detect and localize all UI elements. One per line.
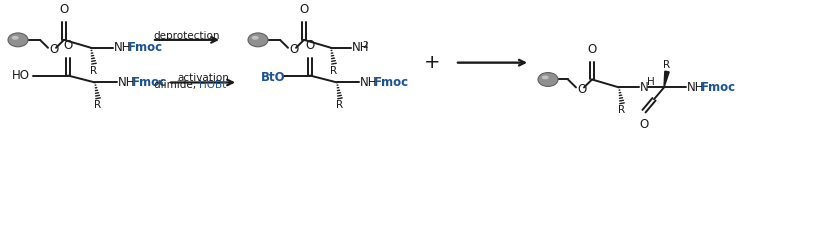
Text: deprotection: deprotection (154, 31, 220, 41)
Text: R: R (337, 100, 344, 110)
Text: activation: activation (177, 72, 229, 83)
Text: NH: NH (114, 41, 132, 54)
Text: NH: NH (687, 81, 705, 94)
Text: O: O (577, 83, 586, 96)
Text: 2: 2 (362, 41, 368, 50)
Text: NH: NH (118, 76, 135, 89)
Ellipse shape (248, 33, 268, 47)
Text: BtO: BtO (261, 71, 286, 84)
Text: O: O (306, 39, 315, 52)
Text: O: O (639, 118, 648, 131)
Text: R: R (330, 66, 338, 76)
Ellipse shape (12, 36, 18, 40)
Ellipse shape (542, 76, 549, 79)
Text: R: R (664, 60, 670, 70)
Text: H: H (647, 77, 654, 88)
Text: HO: HO (12, 69, 30, 82)
Text: O: O (299, 3, 308, 16)
Text: diimide,: diimide, (154, 80, 199, 90)
Text: R: R (618, 105, 626, 115)
Text: O: O (289, 43, 298, 56)
Text: NH: NH (352, 41, 370, 54)
Text: HOBt: HOBt (199, 80, 226, 90)
Text: +: + (423, 53, 440, 72)
Ellipse shape (538, 72, 558, 86)
Text: Fmoc: Fmoc (701, 81, 736, 94)
Text: Fmoc: Fmoc (132, 76, 167, 89)
Text: O: O (60, 3, 69, 16)
Polygon shape (664, 71, 669, 87)
Text: Fmoc: Fmoc (128, 41, 163, 54)
Text: O: O (587, 43, 596, 56)
Ellipse shape (8, 33, 28, 47)
Text: O: O (49, 43, 58, 56)
Text: Fmoc: Fmoc (374, 76, 409, 89)
Text: O: O (63, 39, 72, 52)
Text: N: N (640, 81, 648, 94)
Ellipse shape (252, 36, 259, 40)
Text: R: R (94, 100, 102, 110)
Text: R: R (91, 66, 97, 76)
Text: NH: NH (360, 76, 377, 89)
